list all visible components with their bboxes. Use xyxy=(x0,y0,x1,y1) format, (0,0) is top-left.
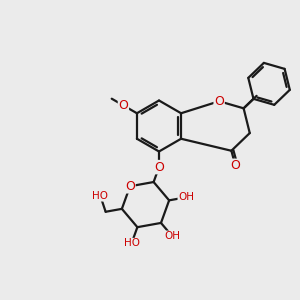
Text: O: O xyxy=(118,99,128,112)
Text: O: O xyxy=(230,159,240,172)
Text: HO: HO xyxy=(92,191,108,201)
Text: O: O xyxy=(214,95,224,108)
Text: OH: OH xyxy=(164,231,180,241)
Text: O: O xyxy=(125,180,135,193)
Text: OH: OH xyxy=(178,192,194,202)
Text: HO: HO xyxy=(124,238,140,248)
Text: O: O xyxy=(154,160,164,174)
